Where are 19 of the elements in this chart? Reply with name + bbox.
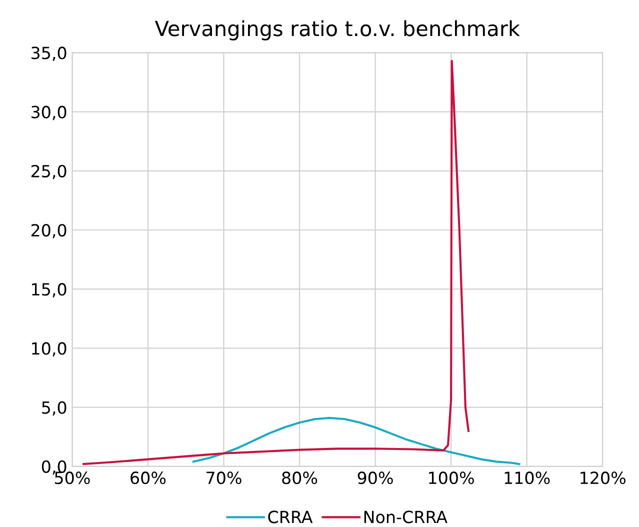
legend-label: CRRA: [268, 510, 313, 524]
y-tick-label: 20,0: [31, 224, 66, 238]
y-tick-label: 5,0: [42, 401, 66, 416]
x-tick-label: 100%: [429, 472, 474, 484]
x-tick-label: 60%: [130, 472, 166, 484]
y-tick-label: 35,0: [32, 46, 66, 61]
x-tick-label: 110%: [504, 472, 550, 484]
line-series: [192, 416, 520, 466]
legend-label: Non-CRRA: [364, 510, 448, 524]
y-tick-label: 25,0: [31, 164, 66, 180]
x-tick-label: 80%: [282, 472, 318, 484]
x-tick-label: 70%: [206, 472, 242, 484]
chart-title: Vervangings ratio t.o.v. benchmark: [154, 20, 520, 40]
y-tick-label: 30,0: [32, 106, 66, 120]
x-tick-label: 120%: [580, 472, 626, 484]
y-tick-label: 15,0: [32, 283, 66, 298]
line-series: [82, 60, 470, 466]
x-tick-label: 90%: [358, 472, 393, 484]
y-tick-label: 10,0: [32, 342, 66, 356]
